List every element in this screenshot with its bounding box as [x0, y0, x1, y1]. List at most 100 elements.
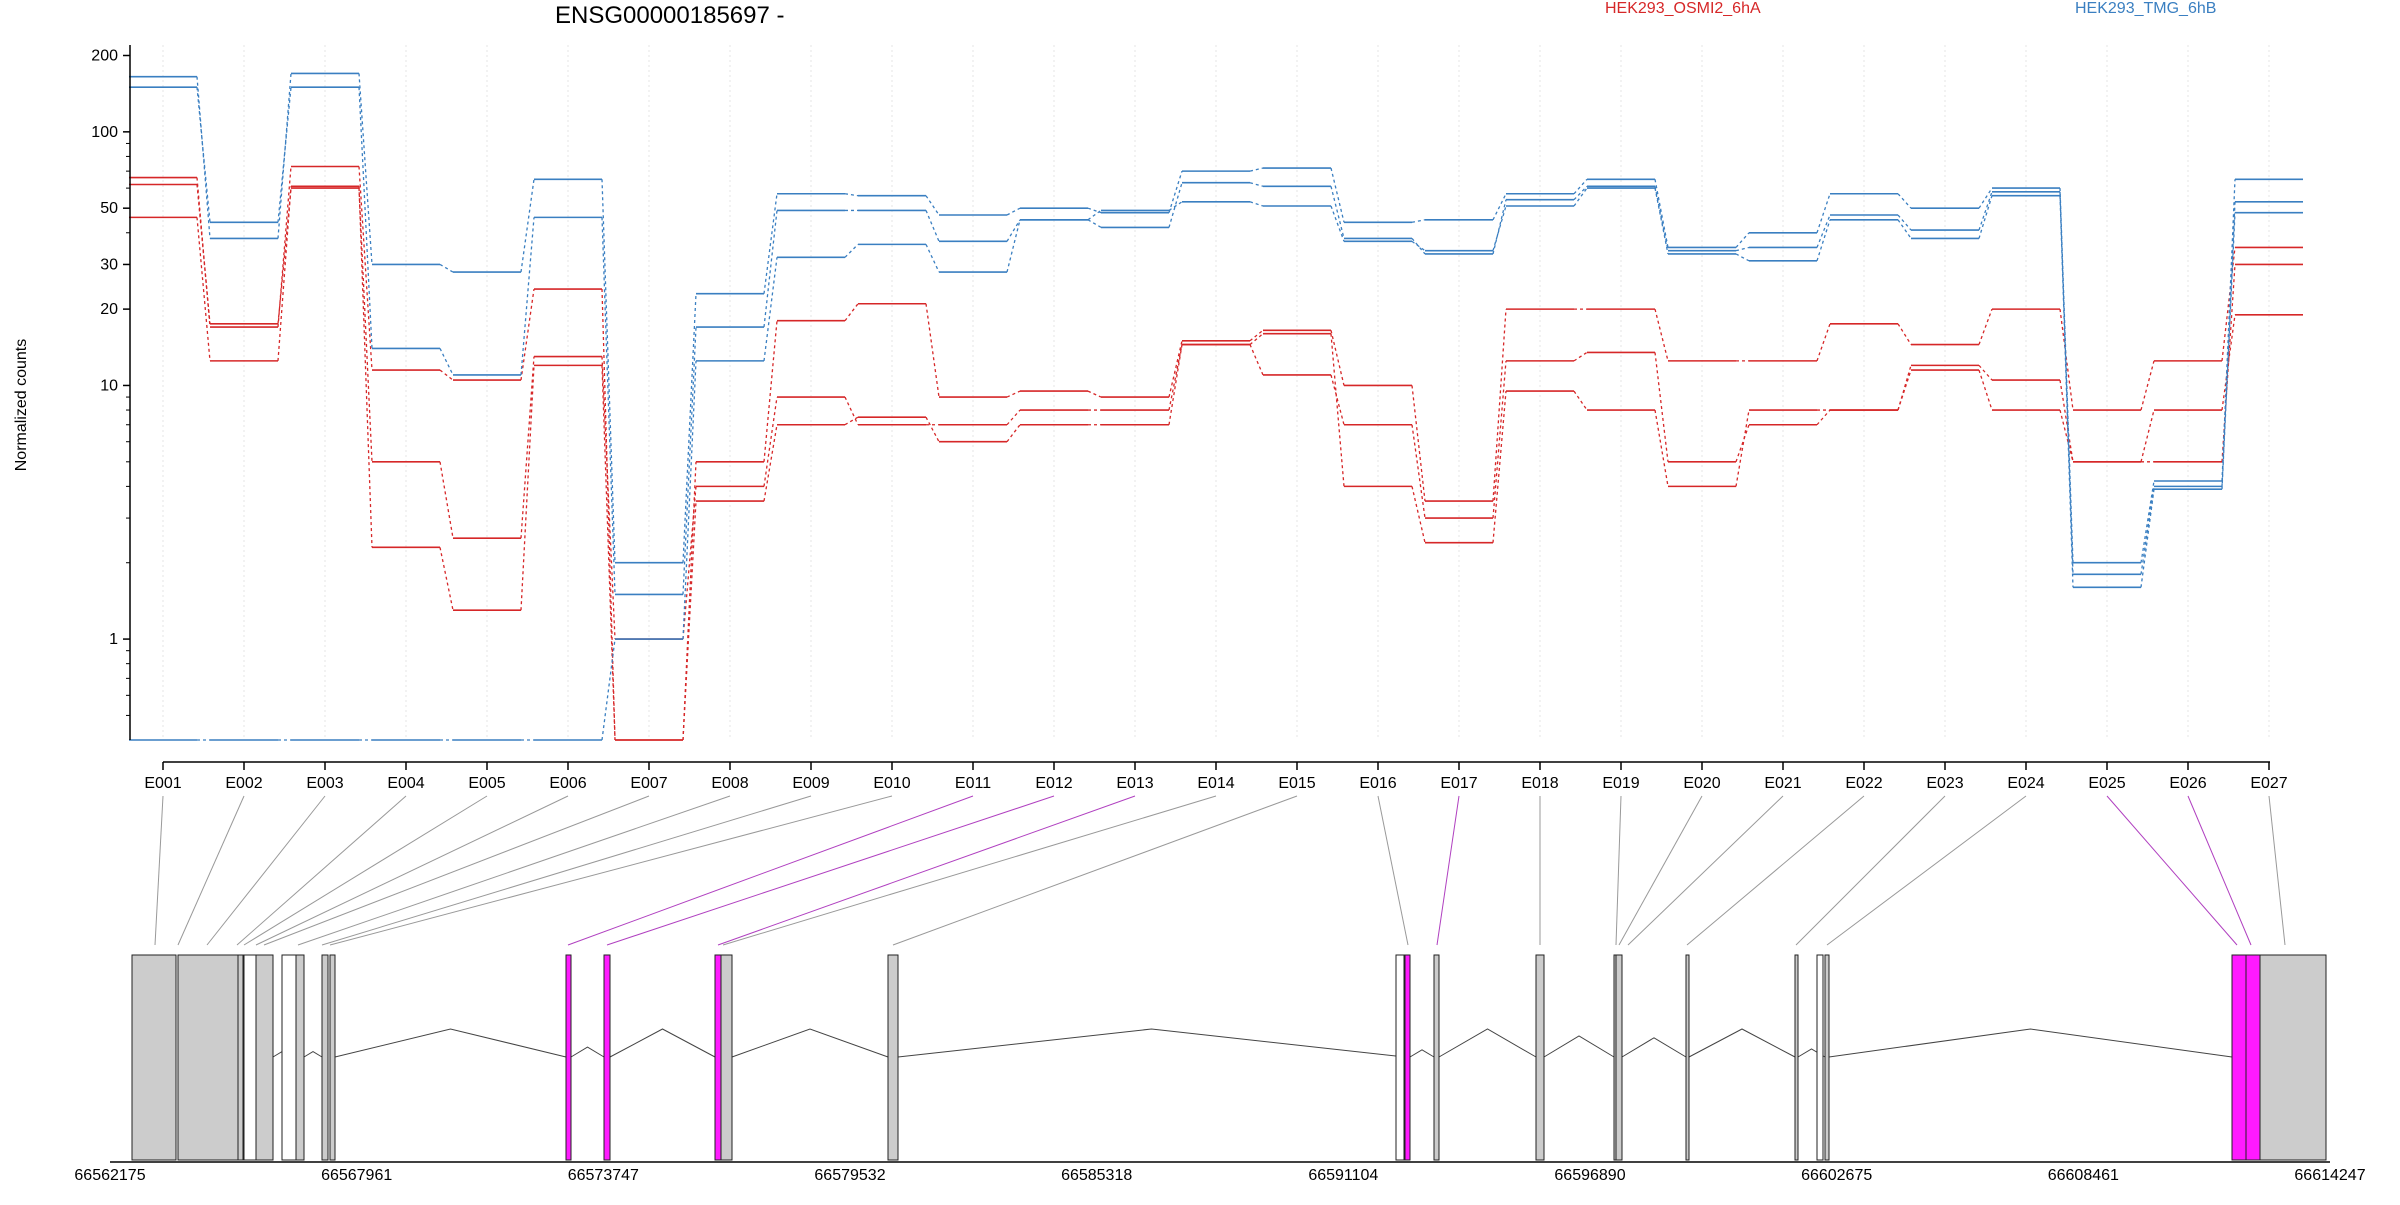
series-connector: [196, 217, 211, 361]
exon-block-e026: [2245, 954, 2261, 1161]
connector-e017: [1436, 795, 1460, 946]
series-connector: [1492, 193, 1507, 221]
exon-block-e025: [2231, 954, 2247, 1161]
series-connector: [1897, 219, 1912, 239]
series-connector: [1492, 309, 1507, 502]
series-connector: [1168, 170, 1183, 213]
x-tick-label-e019: E019: [1602, 775, 1639, 792]
series-connector: [2059, 409, 2074, 462]
legend-entry-tmg: HEK293_TMG_6hB: [2075, 0, 2216, 17]
x-ticks: E001 E002 E003 E004 E005 E006 E007 E008 E009 E010…: [144, 762, 2288, 792]
genomic-coordinate-axis: 66562175 66567961 66573747 66579532 66585318…: [74, 1161, 2366, 1184]
connector-e008: [297, 795, 731, 946]
series-3-hek293-osmi2-6ha: [129, 185, 2303, 741]
y-tick-label: 50: [100, 200, 118, 217]
connector-e020: [1618, 795, 1703, 946]
series-connector: [1816, 323, 1831, 362]
series-4-hek293-tmg-6hb: [129, 72, 2303, 564]
connector-e007: [263, 795, 650, 946]
exon-block-e023: [1794, 954, 1799, 1161]
x-tick-label-e011: E011: [955, 775, 991, 792]
series-connector: [1411, 219, 1426, 223]
series-connector: [358, 186, 373, 548]
exon-block-e005: [295, 954, 305, 1161]
series-connector: [1006, 207, 1021, 216]
series-connector: [1249, 344, 1264, 376]
series-connector: [1897, 193, 1912, 209]
exon-block-outline: [1395, 954, 1405, 1161]
x-tick-label-e009: E009: [792, 775, 829, 792]
y-ticks: 1 10 20 30 50 100 200: [91, 47, 130, 716]
exon-block-e002: [177, 954, 239, 1161]
series-connector: [277, 87, 292, 223]
connector-e004: [236, 795, 407, 946]
series-connector: [2221, 212, 2236, 490]
series-connector: [682, 360, 697, 640]
series-connector: [682, 461, 697, 741]
series-connector: [196, 87, 211, 223]
series-connector: [925, 195, 940, 216]
series-connector: [601, 217, 616, 595]
series-connector: [1573, 351, 1588, 362]
series-connector: [1411, 385, 1426, 502]
series-connector: [439, 547, 454, 611]
series-connector: [277, 188, 292, 324]
series-connector: [1411, 486, 1426, 543]
connector-e010: [329, 795, 893, 946]
series-connector: [1735, 409, 1750, 487]
series-connector: [1168, 344, 1183, 425]
intron-line: [334, 1028, 567, 1058]
exon-block-e024: [1824, 954, 1830, 1161]
series-connector: [1654, 308, 1669, 362]
x-tick-label-e015: E015: [1278, 775, 1315, 792]
series-connector: [844, 416, 859, 426]
series-connector: [2140, 486, 2155, 575]
series-connector: [2140, 480, 2155, 563]
series-connector: [277, 166, 292, 328]
connector-e023: [1795, 795, 1946, 946]
series-connector: [1978, 187, 1993, 209]
coordinate-tick-label: 66602675: [1801, 1167, 1872, 1184]
gene-model: [131, 954, 2327, 1161]
series-connector: [1087, 219, 1102, 228]
connector-e014: [722, 795, 1217, 946]
connector-e012: [606, 795, 1055, 946]
series-connector: [925, 244, 940, 273]
coordinate-tick-label: 66591104: [1308, 1167, 1378, 1184]
series-connector: [682, 501, 697, 741]
x-tick-label-e018: E018: [1521, 775, 1558, 792]
connector-e016: [1377, 795, 1409, 946]
series-5-hek293-tmg-6hb: [129, 86, 2303, 596]
intron-line: [1543, 1035, 1615, 1058]
connector-e022: [1686, 795, 1865, 946]
intron-line: [1688, 1028, 1796, 1058]
series-connector: [1330, 333, 1345, 487]
exon-block-e017: [1404, 954, 1411, 1161]
vertical-grid: [162, 45, 2270, 740]
series-connector: [1006, 219, 1021, 273]
series-connector: [1087, 207, 1102, 214]
exon-block-e001: [131, 954, 177, 1161]
intron-line: [1828, 1028, 2233, 1058]
intron-line: [303, 1051, 323, 1058]
series-connector: [439, 369, 454, 381]
series-connector: [2140, 360, 2155, 411]
series-connector: [682, 486, 697, 640]
exon-block-outline: [243, 954, 257, 1161]
series-connector: [1573, 185, 1588, 201]
x-tick-label-e008: E008: [711, 775, 748, 792]
series-connector: [1006, 390, 1021, 398]
x-tick-label-e006: E006: [549, 775, 586, 792]
connector-e001: [154, 795, 164, 946]
series-connector: [520, 217, 535, 376]
series-connector: [520, 356, 535, 539]
series-connector: [1330, 186, 1345, 239]
series-connector: [358, 188, 373, 462]
series-connector: [601, 356, 616, 640]
series-connector: [601, 638, 616, 741]
series-connector: [1573, 390, 1588, 411]
x-tick-label-e003: E003: [306, 775, 343, 792]
series-connector: [2059, 309, 2074, 411]
series-connector: [1735, 246, 1750, 252]
